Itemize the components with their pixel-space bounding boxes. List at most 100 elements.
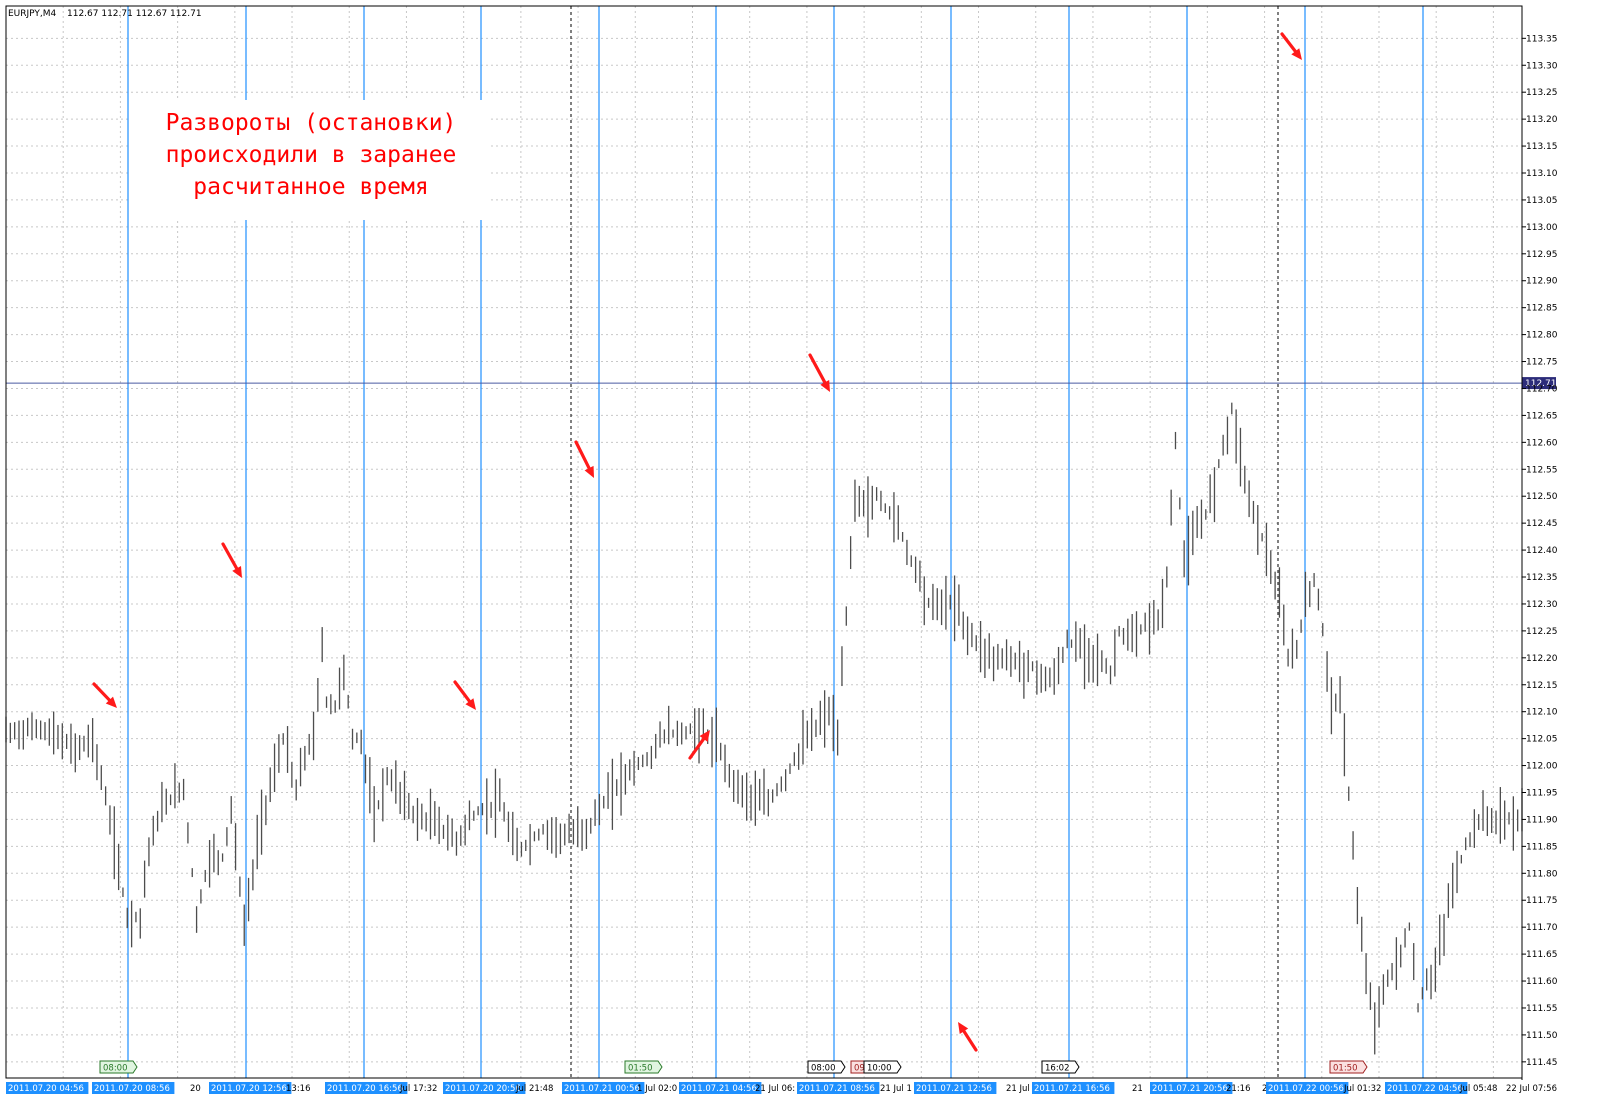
y-tick-label: 111.75	[1526, 896, 1558, 906]
x-time-label-bg	[1150, 1082, 1233, 1094]
y-tick-label: 111.80	[1526, 869, 1558, 879]
bid-price-label: 112.71	[1525, 379, 1557, 389]
y-tick-label: 112.85	[1526, 304, 1558, 314]
x-date-label: Jul 17:32	[399, 1084, 437, 1094]
x-date-label: Jul 21:48	[515, 1084, 553, 1094]
time-marker-tag	[624, 1060, 663, 1074]
x-time-label: 2011.07.20 16:56	[327, 1084, 403, 1094]
chart-quotes: 112.67 112.71 112.67 112.71	[67, 9, 202, 19]
x-time-label-bg	[1385, 1082, 1468, 1094]
time-marker-tag	[1329, 1060, 1368, 1074]
time-marker-tag	[99, 1060, 138, 1074]
y-tick-label: 111.90	[1526, 815, 1558, 825]
x-time-label: 2011.07.21 04:56	[681, 1084, 757, 1094]
time-marker-label: 08:00	[103, 1064, 128, 1074]
x-date-label: 13:16	[286, 1084, 311, 1094]
y-tick-label: 111.95	[1526, 788, 1558, 798]
bid-line: 112.71	[6, 377, 1557, 390]
y-tick-label: 112.10	[1526, 708, 1558, 718]
y-tick-label: 112.50	[1526, 492, 1558, 502]
y-tick-label: 113.35	[1526, 34, 1558, 44]
y-tick-label: 112.20	[1526, 654, 1558, 664]
y-tick-label: 111.50	[1526, 1031, 1558, 1041]
y-tick-label: 112.45	[1526, 519, 1558, 529]
time-marker-label: 08:00	[811, 1064, 836, 1074]
x-time-label: 2011.07.21 16:56	[1034, 1084, 1110, 1094]
y-tick-label: 113.10	[1526, 169, 1558, 179]
x-time-label: 2011.07.20 08:56	[94, 1084, 170, 1094]
x-time-label-bg	[562, 1082, 645, 1094]
y-tick-label: 112.90	[1526, 277, 1558, 287]
x-time-label-bg	[1032, 1082, 1115, 1094]
time-marker-label: 16:02	[1045, 1064, 1070, 1074]
x-time-label: 2011.07.21 20:56	[1152, 1084, 1228, 1094]
x-time-label: 2011.07.20 20:56	[445, 1084, 521, 1094]
reversal-arrow	[1280, 32, 1297, 53]
y-tick-label: 112.65	[1526, 411, 1558, 421]
time-marker-label: 01:50	[1333, 1064, 1358, 1074]
time-marker-tag	[807, 1060, 846, 1074]
x-time-label-bg	[797, 1082, 880, 1094]
x-date-label: 21:16	[1226, 1084, 1251, 1094]
reversal-arrow	[688, 737, 706, 760]
y-tick-label: 112.05	[1526, 735, 1558, 745]
reversal-arrow	[453, 680, 471, 703]
chart-symbol: EURJPY,M4	[8, 9, 57, 19]
y-tick-label: 112.15	[1526, 681, 1558, 691]
y-tick-label: 113.15	[1526, 142, 1558, 152]
x-date-label: 21 Jul 1	[880, 1084, 912, 1094]
x-time-label-bg	[914, 1082, 997, 1094]
time-markers	[127, 6, 1424, 1078]
chart-frame	[5, 5, 1523, 1079]
x-time-label: 2011.07.21 12:56	[916, 1084, 992, 1094]
y-tick-label: 111.85	[1526, 842, 1558, 852]
y-tick-label: 112.40	[1526, 546, 1558, 556]
x-date-label: 22 Jul 07:56	[1506, 1084, 1557, 1094]
x-date-label: 21 Jul	[1006, 1084, 1030, 1094]
y-tick-label: 112.25	[1526, 627, 1558, 637]
x-date-label: Jul 01:32	[1343, 1084, 1381, 1094]
time-marker-tag	[863, 1060, 902, 1074]
x-time-label: 2011.07.21 08:56	[799, 1084, 875, 1094]
y-tick-label: 112.70	[1526, 384, 1558, 394]
reversal-arrow-head	[105, 696, 117, 708]
time-marker-label: 01:50	[628, 1064, 653, 1074]
y-tick-label: 111.45	[1526, 1058, 1558, 1068]
x-time-label-bg	[6, 1082, 89, 1094]
x-time-label-bg	[1266, 1082, 1349, 1094]
x-date-label: 2	[1262, 1084, 1267, 1094]
reversal-arrow-head	[232, 565, 242, 578]
bid-price-badge	[1522, 377, 1556, 390]
x-time-label-bg	[325, 1082, 408, 1094]
y-tick-label: 112.80	[1526, 331, 1558, 341]
x-date-label: Jul 05:48	[1459, 1084, 1497, 1094]
reversal-arrow-head	[699, 730, 710, 742]
time-marker-tag	[1041, 1060, 1080, 1074]
y-tick-label: 111.65	[1526, 950, 1558, 960]
axes: 113.35 113.30 113.25 113.20 113.15 113.10 113.…	[5, 5, 1558, 1094]
reversal-arrow	[962, 1029, 978, 1052]
y-tick-label: 113.20	[1526, 115, 1558, 125]
x-time-label: 2011.07.21 00:56	[564, 1084, 640, 1094]
y-tick-label: 111.55	[1526, 1004, 1558, 1014]
x-time-label-bg	[92, 1082, 175, 1094]
reversal-arrow	[808, 353, 827, 384]
reversal-arrow-head	[584, 465, 594, 478]
x-time-label: 2011.07.20 04:56	[8, 1084, 84, 1094]
y-tick-label: 113.05	[1526, 196, 1558, 206]
reversal-arrow	[221, 542, 239, 570]
y-tick-label: 112.00	[1526, 762, 1558, 772]
annotation-line-2: происходили в заранее	[166, 142, 457, 168]
y-tick-label: 111.60	[1526, 977, 1558, 987]
reversal-arrow-head	[958, 1022, 969, 1034]
reversal-arrow-head	[820, 379, 830, 392]
y-tick-label: 113.25	[1526, 88, 1558, 98]
reversal-arrow-head	[465, 698, 476, 710]
time-marker-label: 10:00	[867, 1064, 892, 1074]
annotation-line-3: расчитанное время	[193, 174, 428, 200]
reversal-arrow	[574, 440, 591, 470]
annotation-line-1: Развороты (остановки)	[166, 110, 457, 136]
x-time-label: 2011.07.20 12:56	[211, 1084, 287, 1094]
